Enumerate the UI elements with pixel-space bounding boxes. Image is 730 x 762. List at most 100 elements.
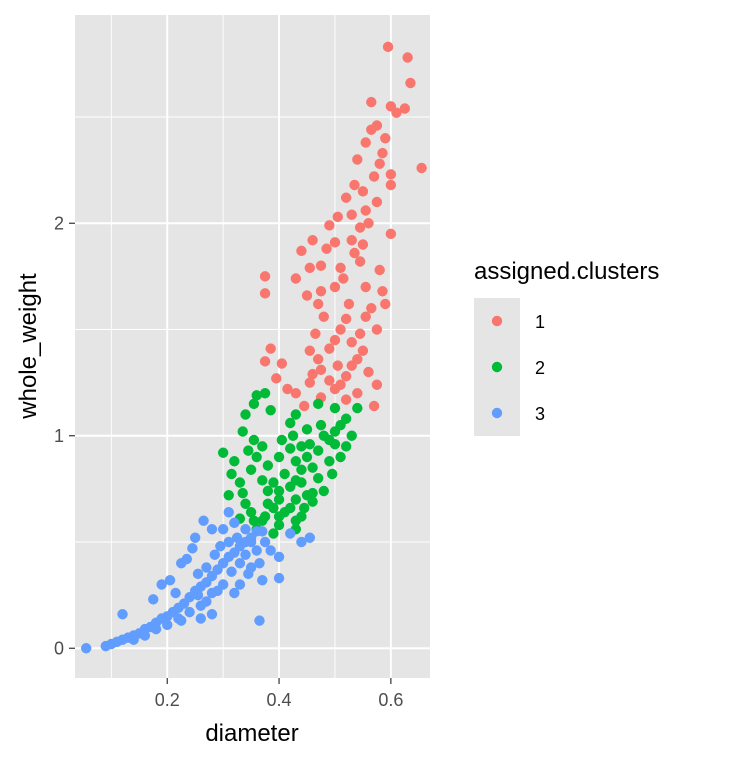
data-point-cluster-1 [324,220,335,231]
data-point-cluster-1 [371,324,383,335]
data-point-cluster-3 [164,575,176,586]
data-point-cluster-2 [240,409,251,420]
legend-label-1: 1 [535,312,545,332]
data-point-cluster-3 [187,543,198,554]
data-point-cluster-2 [340,441,352,452]
data-point-cluster-2 [324,434,335,446]
data-point-cluster-1 [329,334,341,346]
y-tick-label: 1 [54,426,64,446]
data-point-cluster-3 [162,619,173,631]
data-point-cluster-2 [217,447,229,458]
data-point-cluster-2 [259,511,271,522]
data-point-cluster-2 [304,439,316,450]
data-point-cluster-1 [340,394,352,405]
data-point-cluster-1 [385,101,397,112]
data-point-cluster-2 [326,468,338,480]
data-point-cluster-3 [181,553,193,565]
data-point-cluster-1 [290,388,302,399]
data-point-cluster-2 [290,409,302,420]
data-point-cluster-2 [301,424,313,435]
data-point-cluster-1 [354,222,366,233]
data-point-cluster-2 [299,502,310,514]
data-point-cluster-1 [340,313,352,325]
data-point-cluster-1 [371,379,383,390]
data-point-cluster-1 [357,239,369,250]
data-point-cluster-3 [304,532,316,543]
data-point-cluster-2 [226,468,237,480]
data-point-cluster-2 [237,487,248,499]
data-point-cluster-3 [257,575,268,586]
data-point-cluster-2 [259,388,271,399]
legend-keys: 1 2 3 [474,298,545,436]
data-point-cluster-2 [265,405,276,416]
data-point-cluster-1 [346,337,357,348]
data-point-cluster-3 [251,545,262,556]
data-point-cluster-3 [245,536,257,548]
data-point-cluster-1 [276,358,288,369]
data-point-cluster-1 [374,158,385,169]
data-point-cluster-1 [301,290,313,301]
data-point-cluster-1 [307,368,318,380]
data-point-cluster-2 [312,473,324,484]
data-point-cluster-1 [346,360,357,371]
data-point-cluster-2 [229,456,240,467]
data-point-cluster-1 [312,354,324,365]
data-point-cluster-2 [248,515,260,526]
x-axis-ticks: 0.2 0.4 0.6 [155,678,403,710]
data-point-cluster-1 [329,281,341,293]
y-axis-title: whole_weight [15,273,42,420]
data-point-cluster-2 [223,490,234,501]
data-point-cluster-1 [324,375,335,386]
data-point-cluster-3 [234,579,246,590]
data-point-cluster-3 [259,536,271,548]
data-point-cluster-2 [251,390,262,401]
data-point-cluster-1 [360,205,371,216]
data-point-cluster-3 [148,594,159,605]
x-tick-label: 0.6 [378,690,403,710]
data-point-cluster-3 [231,532,243,543]
data-point-cluster-3 [273,551,285,563]
data-point-cluster-2 [290,494,302,505]
legend-label-2: 2 [535,358,545,378]
data-point-cluster-1 [318,311,329,322]
data-point-cluster-3 [201,562,212,573]
data-point-cluster-1 [399,103,411,114]
data-point-cluster-1 [315,364,327,376]
data-point-cluster-3 [170,587,181,599]
data-point-cluster-1 [307,235,318,246]
data-point-cluster-2 [251,451,262,463]
data-point-cluster-1 [346,209,357,220]
data-point-cluster-1 [315,286,327,297]
data-point-cluster-3 [257,526,268,537]
data-point-cluster-2 [279,468,290,480]
data-point-cluster-1 [335,324,346,335]
data-point-cluster-2 [248,398,260,410]
data-point-cluster-1 [340,371,352,382]
data-point-cluster-1 [377,147,388,159]
data-point-cluster-2 [296,441,307,452]
legend-label-3: 3 [535,404,545,424]
data-point-cluster-1 [360,137,371,148]
x-tick-label: 0.4 [267,690,292,710]
data-point-cluster-2 [301,451,313,463]
data-point-cluster-1 [332,211,343,223]
data-point-cluster-2 [287,430,299,441]
data-point-cluster-3 [240,549,251,560]
data-point-cluster-1 [321,243,332,254]
data-point-cluster-1 [363,218,374,229]
data-point-cluster-2 [268,528,279,539]
data-point-cluster-1 [335,379,346,390]
data-point-cluster-1 [416,162,427,174]
data-point-cluster-2 [285,417,296,429]
data-point-cluster-1 [360,311,371,322]
legend: assigned.clusters 1 2 3 [474,258,659,436]
data-point-cluster-1 [371,196,383,208]
plot-panel [75,15,430,678]
data-point-cluster-1 [385,228,397,240]
data-point-cluster-1 [385,169,397,180]
data-point-cluster-1 [312,298,324,310]
data-point-cluster-2 [307,462,318,473]
data-point-cluster-2 [312,398,324,410]
data-point-cluster-2 [315,419,327,431]
